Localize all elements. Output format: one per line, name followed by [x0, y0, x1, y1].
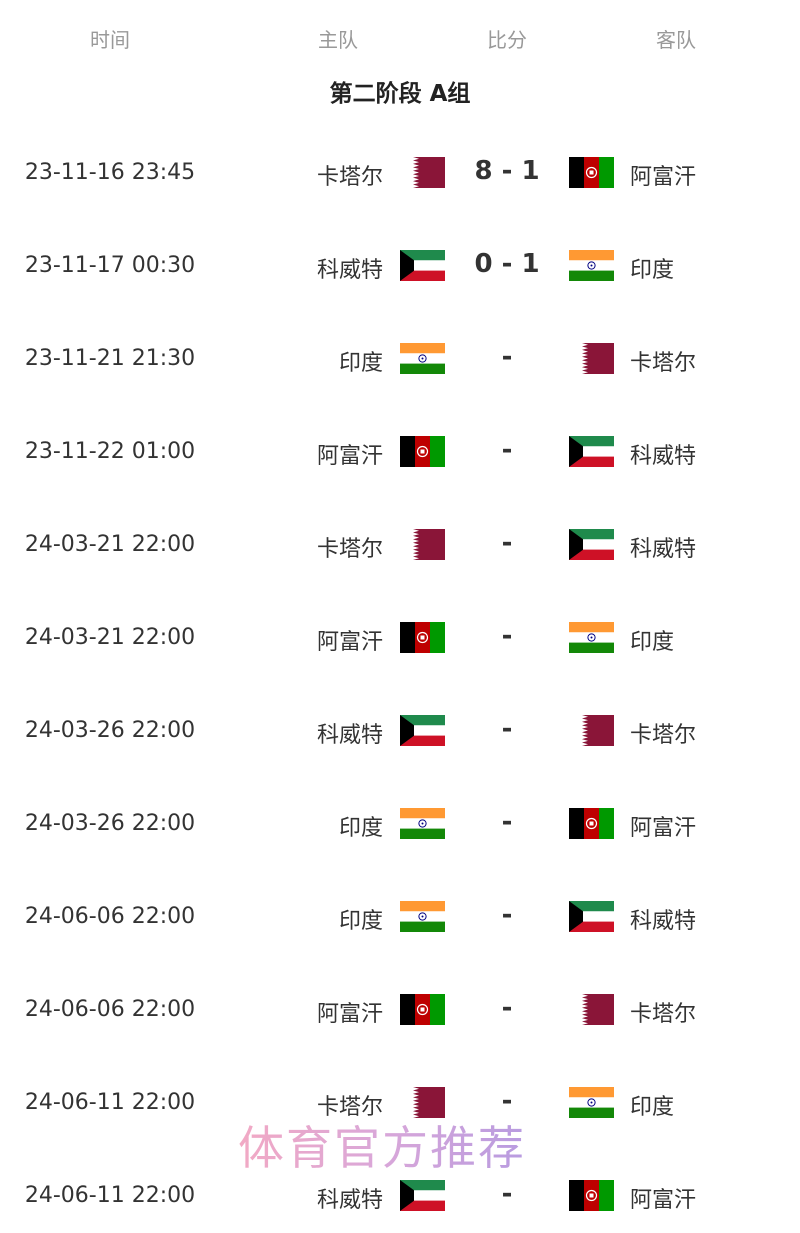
- home-team-name: 阿富汗: [316, 444, 383, 469]
- qatar-flag-icon: [569, 715, 614, 746]
- away-team-name: 科威特: [630, 909, 697, 934]
- match-row[interactable]: 23-11-22 01:00 阿富汗 - 科威特: [0, 427, 800, 477]
- qatar-flag-icon: [400, 157, 445, 188]
- match-score: 0 - 1: [474, 249, 540, 279]
- india-flag-icon: [400, 808, 445, 839]
- home-team-name: 卡塔尔: [316, 165, 383, 190]
- column-header-home: 主队: [318, 28, 358, 52]
- home-team-name: 印度: [338, 909, 383, 934]
- match-time: 24-03-21 22:00: [24, 532, 196, 557]
- match-row[interactable]: 24-06-06 22:00 印度 - 科威特: [0, 892, 800, 942]
- match-row[interactable]: 24-03-21 22:00 阿富汗 - 印度: [0, 613, 800, 663]
- column-header-time: 时间: [90, 28, 130, 52]
- home-team-name: 卡塔尔: [316, 537, 383, 562]
- away-team-name: 阿富汗: [630, 165, 697, 190]
- match-time: 24-06-06 22:00: [24, 997, 196, 1022]
- match-time: 24-06-11 22:00: [24, 1183, 196, 1208]
- away-team-name: 卡塔尔: [630, 351, 697, 376]
- match-row[interactable]: 23-11-16 23:45 卡塔尔 8 - 1 阿富汗: [0, 148, 800, 198]
- home-team-name: 科威特: [316, 1188, 383, 1213]
- kuwait-flag-icon: [400, 715, 445, 746]
- afghanistan-flag-icon: [400, 436, 445, 467]
- afghanistan-flag-icon: [569, 808, 614, 839]
- match-score: -: [501, 714, 513, 744]
- match-time: 24-03-26 22:00: [24, 718, 196, 743]
- match-score: -: [501, 900, 513, 930]
- away-team-name: 印度: [630, 630, 675, 655]
- afghanistan-flag-icon: [400, 994, 445, 1025]
- away-team-name: 印度: [630, 258, 675, 283]
- home-team-name: 卡塔尔: [316, 1095, 383, 1120]
- india-flag-icon: [569, 1087, 614, 1118]
- match-row[interactable]: 24-06-11 22:00 科威特 - 阿富汗: [0, 1171, 800, 1221]
- match-time: 24-06-11 22:00: [24, 1090, 196, 1115]
- match-time: 23-11-16 23:45: [24, 160, 196, 185]
- india-flag-icon: [569, 250, 614, 281]
- kuwait-flag-icon: [400, 1180, 445, 1211]
- kuwait-flag-icon: [569, 529, 614, 560]
- away-team-name: 阿富汗: [630, 816, 697, 841]
- match-row[interactable]: 24-03-26 22:00 科威特 - 卡塔尔: [0, 706, 800, 756]
- column-header-score: 比分: [487, 28, 527, 52]
- afghanistan-flag-icon: [400, 622, 445, 653]
- match-time: 24-03-21 22:00: [24, 625, 196, 650]
- away-team-name: 卡塔尔: [630, 723, 697, 748]
- qatar-flag-icon: [400, 529, 445, 560]
- qatar-flag-icon: [400, 1087, 445, 1118]
- column-header-away: 客队: [656, 28, 696, 52]
- away-team-name: 印度: [630, 1095, 675, 1120]
- india-flag-icon: [569, 622, 614, 653]
- match-score: -: [501, 1086, 513, 1116]
- match-row[interactable]: 24-03-26 22:00 印度 - 阿富汗: [0, 799, 800, 849]
- match-row[interactable]: 24-06-11 22:00 卡塔尔 - 印度: [0, 1078, 800, 1128]
- home-team-name: 科威特: [316, 258, 383, 283]
- away-team-name: 阿富汗: [630, 1188, 697, 1213]
- afghanistan-flag-icon: [569, 1180, 614, 1211]
- home-team-name: 阿富汗: [316, 630, 383, 655]
- match-score: -: [501, 993, 513, 1023]
- group-title: 第二阶段 A组: [329, 81, 471, 107]
- home-team-name: 印度: [338, 351, 383, 376]
- match-score: -: [501, 1179, 513, 1209]
- match-score: -: [501, 807, 513, 837]
- watermark: 体育官方推荐: [238, 1121, 526, 1175]
- kuwait-flag-icon: [400, 250, 445, 281]
- away-team-name: 卡塔尔: [630, 1002, 697, 1027]
- india-flag-icon: [400, 901, 445, 932]
- kuwait-flag-icon: [569, 436, 614, 467]
- match-row[interactable]: 23-11-21 21:30 印度 - 卡塔尔: [0, 334, 800, 384]
- home-team-name: 阿富汗: [316, 1002, 383, 1027]
- qatar-flag-icon: [569, 343, 614, 374]
- match-score: -: [501, 528, 513, 558]
- home-team-name: 印度: [338, 816, 383, 841]
- match-score: 8 - 1: [474, 156, 540, 186]
- match-time: 23-11-22 01:00: [24, 439, 196, 464]
- away-team-name: 科威特: [630, 537, 697, 562]
- match-score: -: [501, 435, 513, 465]
- match-time: 23-11-17 00:30: [24, 253, 196, 278]
- match-score: -: [501, 621, 513, 651]
- match-time: 23-11-21 21:30: [24, 346, 196, 371]
- afghanistan-flag-icon: [569, 157, 614, 188]
- kuwait-flag-icon: [569, 901, 614, 932]
- match-score: -: [501, 342, 513, 372]
- match-row[interactable]: 23-11-17 00:30 科威特 0 - 1 印度: [0, 241, 800, 291]
- match-row[interactable]: 24-06-06 22:00 阿富汗 - 卡塔尔: [0, 985, 800, 1035]
- home-team-name: 科威特: [316, 723, 383, 748]
- qatar-flag-icon: [569, 994, 614, 1025]
- match-time: 24-06-06 22:00: [24, 904, 196, 929]
- away-team-name: 科威特: [630, 444, 697, 469]
- india-flag-icon: [400, 343, 445, 374]
- match-row[interactable]: 24-03-21 22:00 卡塔尔 - 科威特: [0, 520, 800, 570]
- match-time: 24-03-26 22:00: [24, 811, 196, 836]
